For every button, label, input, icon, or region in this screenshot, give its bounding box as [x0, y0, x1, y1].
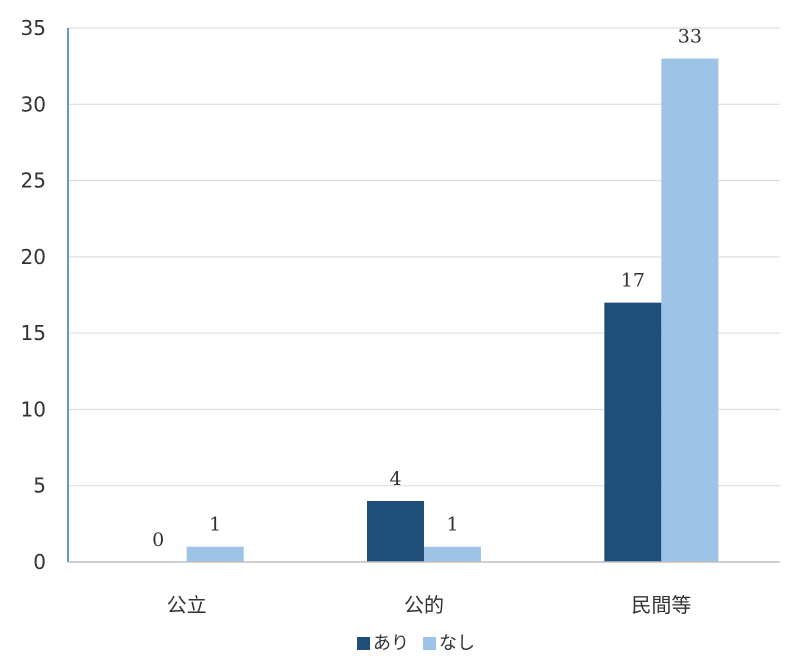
bar [186, 546, 244, 562]
y-tick-label: 0 [33, 550, 46, 574]
bar [604, 302, 662, 562]
gridlines [68, 27, 780, 487]
y-tick-label: 10 [21, 397, 46, 421]
legend-swatch [423, 637, 436, 650]
data-label: 1 [446, 514, 458, 536]
y-tick-label: 15 [21, 321, 46, 345]
data-label: 0 [152, 529, 164, 551]
y-axis-ticks: 0 5 10 15 20 25 30 35 [21, 16, 46, 574]
data-label: 17 [621, 270, 645, 292]
bar [424, 546, 481, 562]
data-label: 1 [209, 514, 221, 536]
bars [186, 58, 719, 563]
data-label: 33 [678, 26, 702, 48]
category-label: 公的 [404, 593, 444, 617]
y-tick-label: 5 [33, 474, 46, 498]
legend-label: あり [373, 633, 409, 654]
category-label: 民間等 [631, 593, 691, 617]
bar [661, 58, 719, 563]
legend-swatch [357, 637, 370, 650]
bar [367, 500, 424, 562]
y-tick-label: 30 [21, 92, 46, 116]
legend-label: なし [439, 633, 475, 654]
y-tick-label: 25 [21, 169, 46, 193]
data-labels: 0 1 4 1 17 33 [152, 26, 702, 551]
legend: あり なし [357, 633, 475, 654]
y-tick-label: 35 [21, 16, 46, 40]
category-label: 公立 [167, 593, 207, 617]
data-label: 4 [389, 468, 401, 490]
x-axis-categories: 公立 公的 民間等 [167, 593, 692, 617]
y-tick-label: 20 [21, 245, 46, 269]
